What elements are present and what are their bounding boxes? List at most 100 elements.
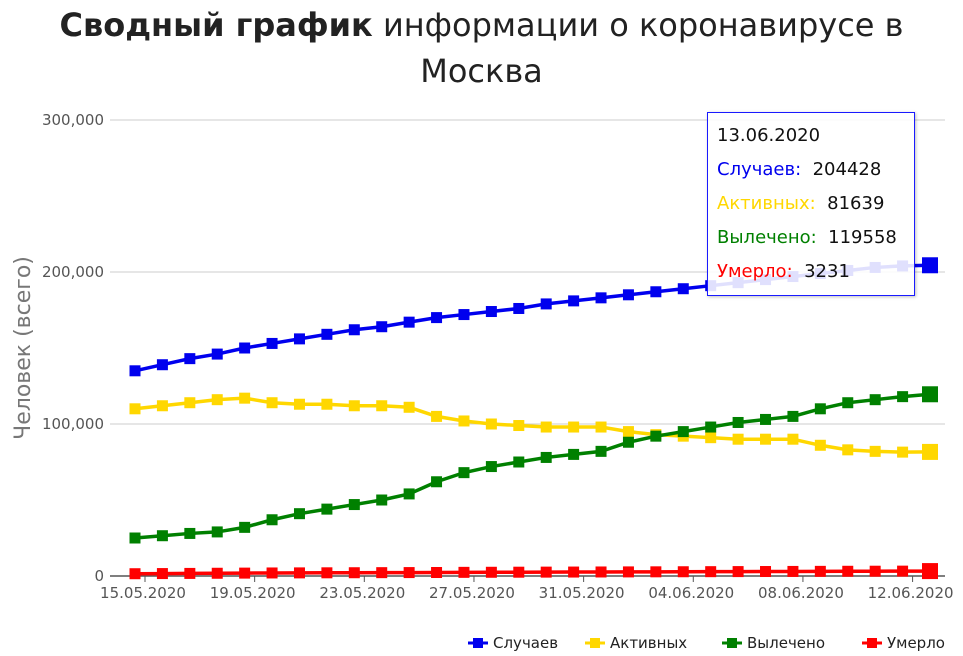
data-point [211,348,223,360]
x-tick-label: 08.06.2020 [758,584,844,602]
data-point [266,397,278,409]
data-point [129,568,141,580]
data-point [129,403,141,415]
x-tick-label: 04.06.2020 [648,584,734,602]
data-point [266,567,278,579]
tooltip-row-cases: Случаев: 204428 [717,159,881,180]
chart-title-rest: информации о коронавирусе в Москва [382,6,904,90]
data-point [239,567,251,579]
data-point [814,565,826,577]
data-point [348,400,360,412]
data-point [431,410,443,422]
data-point [184,527,196,539]
data-point [513,566,525,578]
data-point [239,392,251,404]
data-point [184,567,196,579]
legend-label: Умерло [887,634,945,652]
data-point [513,302,525,314]
tooltip-value: 204428 [812,159,882,180]
x-tick-label: 12.06.2020 [868,584,954,602]
data-point [266,514,278,526]
data-point [842,397,854,409]
data-point [376,494,388,506]
data-point [458,415,470,427]
data-point [431,312,443,324]
chart-title: Сводный график информации о коронавирусе… [0,2,963,94]
data-point [348,499,360,511]
data-point [705,432,717,444]
series-line [134,392,931,540]
data-point [897,391,909,403]
data-point [485,566,497,578]
data-point [540,421,552,433]
data-point [568,295,580,307]
data-tooltip: 13.06.2020 Случаев: 204428 Активных: 816… [707,112,915,296]
data-point [622,426,634,438]
data-point [293,333,305,345]
tooltip-label: Умерло: [717,261,793,282]
data-point [650,286,662,298]
data-point [732,416,744,428]
data-point [348,567,360,579]
legend: Случаев Активных Вылечено Умерло [468,634,945,652]
data-point [622,436,634,448]
tooltip-label: Случаев: [717,159,802,180]
tooltip-label: Активных: [717,193,816,214]
legend-label: Активных [610,634,687,652]
legend-label: Вылечено [747,634,825,652]
data-point [184,353,196,365]
data-point [129,365,141,377]
data-point [814,403,826,415]
y-axis-label: Человек (всего) [11,256,36,440]
data-point [431,476,443,488]
data-point [540,451,552,463]
data-point [485,461,497,473]
data-point [568,448,580,460]
data-point [922,257,938,274]
data-point [129,532,141,544]
tooltip-row-deaths: Умерло: 3231 [717,261,850,282]
tooltip-label: Вылечено: [717,227,817,248]
data-point [732,566,744,578]
data-point [513,456,525,468]
x-tick-label: 15.05.2020 [100,584,186,602]
legend-marker [590,638,600,648]
data-point [842,565,854,577]
data-point [211,526,223,538]
data-point [869,565,881,577]
data-point [211,567,223,579]
data-point [568,421,580,433]
data-point [403,401,415,413]
data-point [156,530,168,542]
data-point [403,316,415,328]
data-point [568,566,580,578]
y-tick-label: 300,000 [42,111,104,129]
axes: 0 100,000 200,000 300,000 Человек (всего) 15.… [11,111,954,602]
data-point [458,566,470,578]
data-point [321,398,333,410]
data-point [403,488,415,500]
data-point [540,298,552,310]
data-point [897,446,909,458]
data-point [922,443,938,460]
data-point [403,567,415,579]
y-tick-label: 100,000 [42,415,104,433]
data-point [622,289,634,301]
data-point [595,566,607,578]
data-point [458,309,470,321]
data-point [814,439,826,451]
data-point [595,445,607,457]
data-point [677,426,689,438]
data-point [760,413,772,425]
data-point [869,394,881,406]
data-point [156,568,168,580]
data-point [787,433,799,445]
series-line [134,396,931,454]
data-point [293,398,305,410]
data-point [705,421,717,433]
data-point [922,563,938,580]
tooltip-row-active: Активных: 81639 [717,193,884,214]
data-point [376,321,388,333]
data-point [787,565,799,577]
